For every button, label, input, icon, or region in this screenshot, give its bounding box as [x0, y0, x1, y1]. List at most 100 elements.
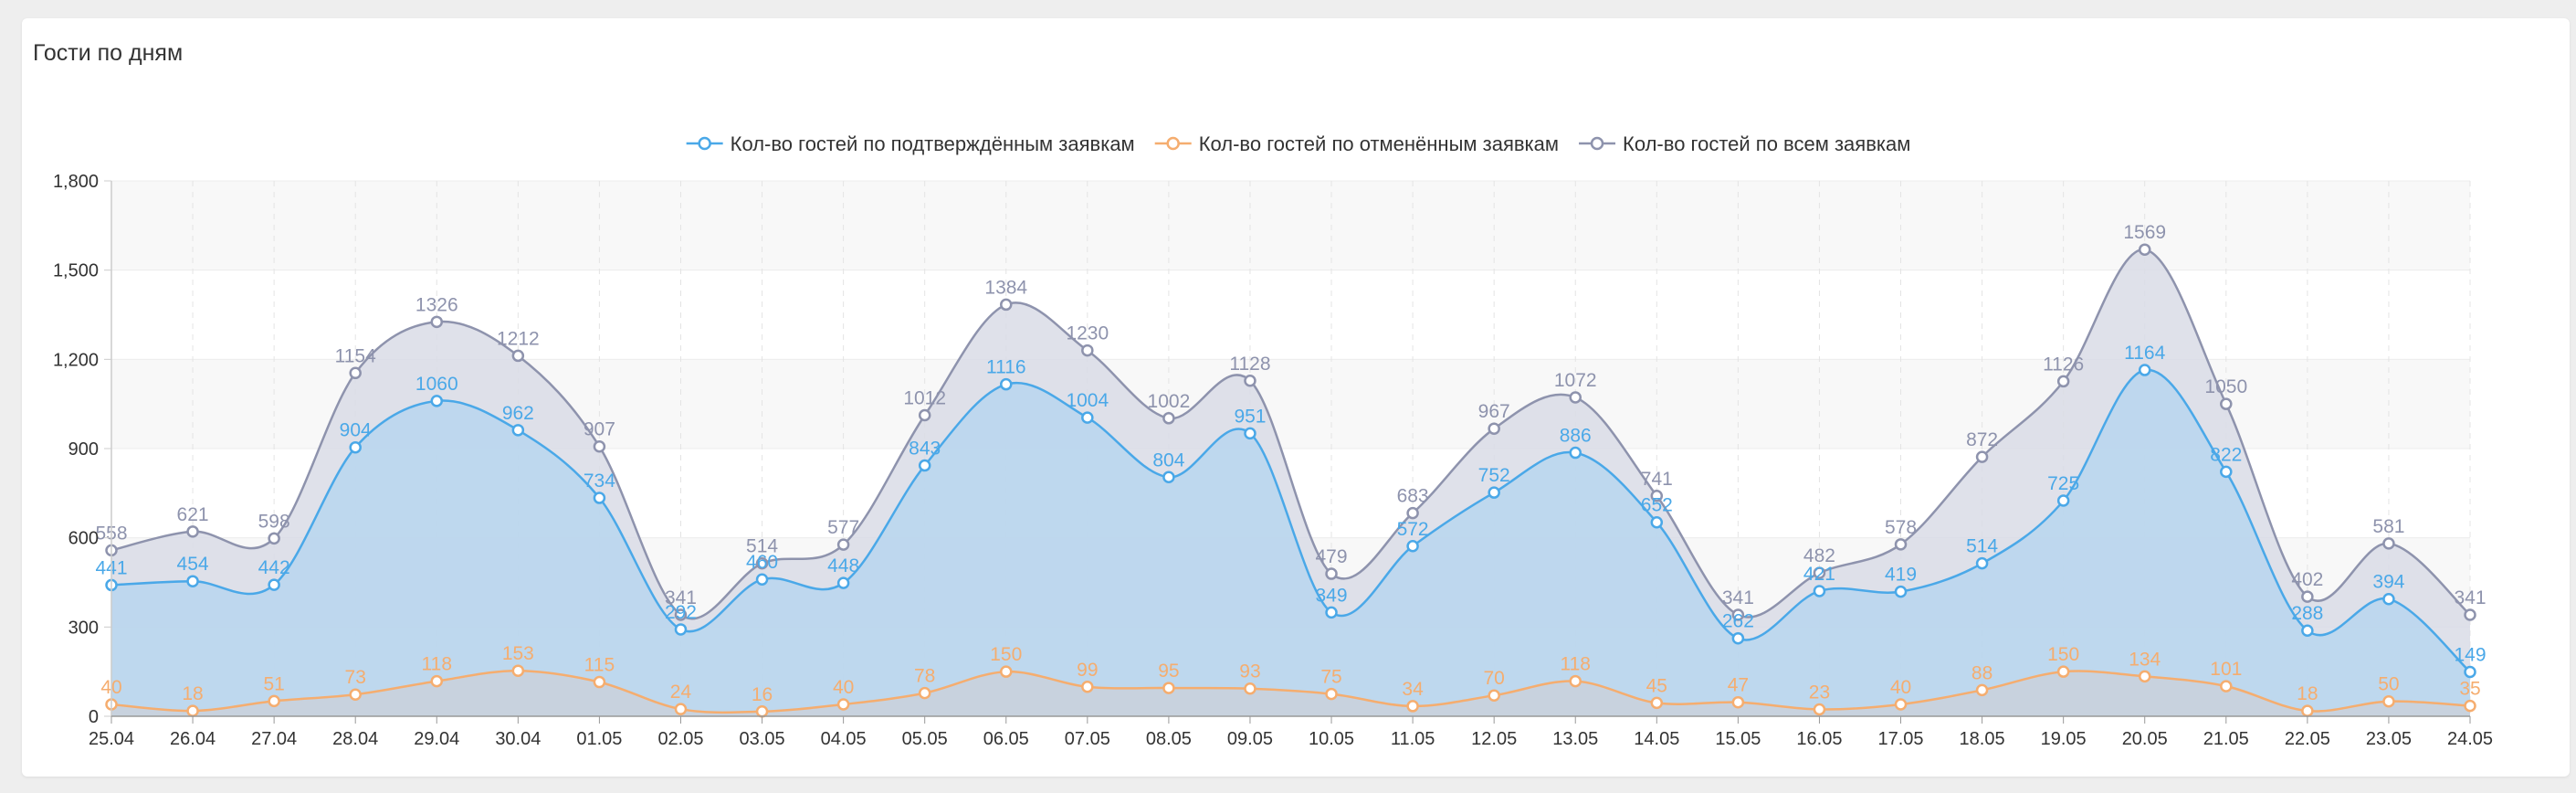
data-point-confirmed[interactable]: [2056, 494, 2070, 507]
data-point-confirmed[interactable]: [1406, 540, 1419, 553]
legend-item-confirmed[interactable]: Кол-во гостей по подтверждённым заявкам: [686, 132, 1135, 155]
page-title: Гости по дням: [33, 40, 184, 66]
data-point-confirmed[interactable]: [430, 395, 444, 407]
data-point-total[interactable]: [2464, 608, 2476, 621]
data-point-cancelled[interactable]: [268, 694, 280, 708]
data-point-total[interactable]: [1975, 450, 1989, 463]
data-point-total[interactable]: [1894, 538, 1908, 551]
data-point-total[interactable]: [1569, 391, 1582, 404]
x-tick-label: 21.05: [2203, 729, 2249, 749]
data-point-confirmed[interactable]: [918, 459, 931, 472]
data-point-confirmed[interactable]: [2138, 364, 2151, 376]
data-label-total: 581: [2372, 516, 2404, 537]
legend[interactable]: Кол-во гостей по подтверждённым заявкам К…: [686, 132, 1911, 155]
data-point-total[interactable]: [2301, 590, 2314, 603]
data-point-cancelled[interactable]: [1650, 696, 1664, 710]
data-point-confirmed[interactable]: [511, 424, 525, 437]
data-point-cancelled[interactable]: [2464, 699, 2476, 713]
data-point-confirmed[interactable]: [1162, 471, 1175, 484]
data-point-total[interactable]: [186, 525, 199, 538]
data-point-total[interactable]: [1244, 375, 1256, 387]
data-point-total[interactable]: [1488, 422, 1500, 435]
data-point-total[interactable]: [511, 349, 525, 363]
data-point-confirmed[interactable]: [1975, 556, 1989, 570]
data-point-cancelled[interactable]: [1244, 682, 1256, 695]
data-point-cancelled[interactable]: [1488, 689, 1500, 702]
data-point-cancelled[interactable]: [674, 703, 688, 715]
data-point-cancelled[interactable]: [836, 698, 850, 711]
data-point-total[interactable]: [1000, 298, 1013, 312]
data-point-cancelled[interactable]: [1081, 681, 1094, 693]
data-point-total[interactable]: [836, 538, 850, 551]
data-point-confirmed[interactable]: [1081, 411, 1094, 424]
data-point-cancelled[interactable]: [755, 705, 769, 718]
data-point-cancelled[interactable]: [186, 704, 199, 717]
data-point-total[interactable]: [918, 408, 931, 422]
data-point-total[interactable]: [1081, 344, 1094, 357]
data-point-total[interactable]: [755, 556, 769, 570]
data-point-total[interactable]: [1731, 608, 1745, 621]
x-tick-label: 17.05: [1877, 729, 1923, 749]
data-point-cancelled[interactable]: [2056, 665, 2070, 678]
data-point-confirmed[interactable]: [755, 573, 769, 586]
data-point-confirmed[interactable]: [1000, 377, 1013, 391]
data-point-total[interactable]: [674, 608, 688, 621]
data-point-cancelled[interactable]: [1325, 687, 1338, 701]
data-point-total[interactable]: [1813, 566, 1826, 579]
data-point-cancelled[interactable]: [1569, 674, 1582, 688]
data-point-confirmed[interactable]: [186, 575, 199, 587]
data-point-cancelled[interactable]: [1162, 682, 1175, 694]
data-label-cancelled: 18: [182, 683, 203, 704]
data-point-confirmed[interactable]: [1325, 606, 1338, 619]
data-point-total[interactable]: [1650, 490, 1664, 502]
data-point-confirmed[interactable]: [1569, 446, 1582, 460]
data-point-total[interactable]: [593, 439, 606, 453]
data-point-cancelled[interactable]: [2138, 670, 2151, 683]
data-point-cancelled[interactable]: [1406, 700, 1419, 713]
data-label-total: 741: [1641, 469, 1673, 490]
data-point-confirmed[interactable]: [1813, 585, 1826, 597]
data-point-confirmed[interactable]: [349, 440, 362, 454]
legend-item-cancelled[interactable]: Кол-во гостей по отменённым заявкам: [1154, 132, 1559, 155]
data-point-confirmed[interactable]: [1894, 585, 1908, 598]
data-point-cancelled[interactable]: [1975, 683, 1989, 697]
data-point-total[interactable]: [1406, 506, 1419, 520]
data-point-cancelled[interactable]: [1000, 665, 1013, 678]
data-point-confirmed[interactable]: [1731, 631, 1745, 645]
data-point-total[interactable]: [2382, 537, 2395, 550]
data-point-total[interactable]: [2138, 243, 2151, 256]
data-point-confirmed[interactable]: [2220, 465, 2233, 479]
data-point-cancelled[interactable]: [1894, 698, 1908, 711]
data-point-total[interactable]: [1162, 412, 1175, 425]
data-point-cancelled[interactable]: [349, 688, 362, 701]
data-point-cancelled[interactable]: [511, 664, 525, 677]
legend-item-total[interactable]: Кол-во гостей по всем заявкам: [1579, 132, 1910, 155]
data-label-cancelled: 150: [2047, 644, 2079, 665]
data-point-confirmed[interactable]: [836, 576, 850, 589]
series-line-confirmed: [110, 368, 2471, 673]
data-point-cancelled[interactable]: [1813, 703, 1826, 716]
data-point-cancelled[interactable]: [1731, 695, 1745, 709]
data-point-total[interactable]: [349, 366, 362, 380]
data-point-confirmed[interactable]: [268, 578, 280, 591]
data-point-confirmed[interactable]: [593, 492, 606, 504]
data-point-confirmed[interactable]: [1650, 515, 1664, 529]
data-point-cancelled[interactable]: [918, 686, 931, 700]
data-point-total[interactable]: [430, 315, 444, 329]
data-point-confirmed[interactable]: [2382, 592, 2395, 606]
data-point-total[interactable]: [2056, 375, 2070, 388]
data-point-cancelled[interactable]: [2220, 680, 2233, 693]
data-point-cancelled[interactable]: [430, 674, 444, 688]
data-point-confirmed[interactable]: [2301, 624, 2314, 637]
data-point-cancelled[interactable]: [593, 675, 606, 689]
data-point-cancelled[interactable]: [2382, 694, 2395, 708]
data-point-confirmed[interactable]: [2464, 665, 2476, 679]
data-point-confirmed[interactable]: [674, 623, 688, 636]
axes: 0 300 600 900 1,200 1,500 1,800 25.04 26.04 27.04…: [53, 172, 2493, 749]
data-point-confirmed[interactable]: [1244, 427, 1256, 440]
data-point-total[interactable]: [2220, 397, 2233, 410]
data-point-cancelled[interactable]: [2301, 704, 2314, 717]
data-point-total[interactable]: [1325, 567, 1338, 580]
data-point-confirmed[interactable]: [1488, 486, 1500, 499]
data-point-total[interactable]: [268, 532, 280, 545]
